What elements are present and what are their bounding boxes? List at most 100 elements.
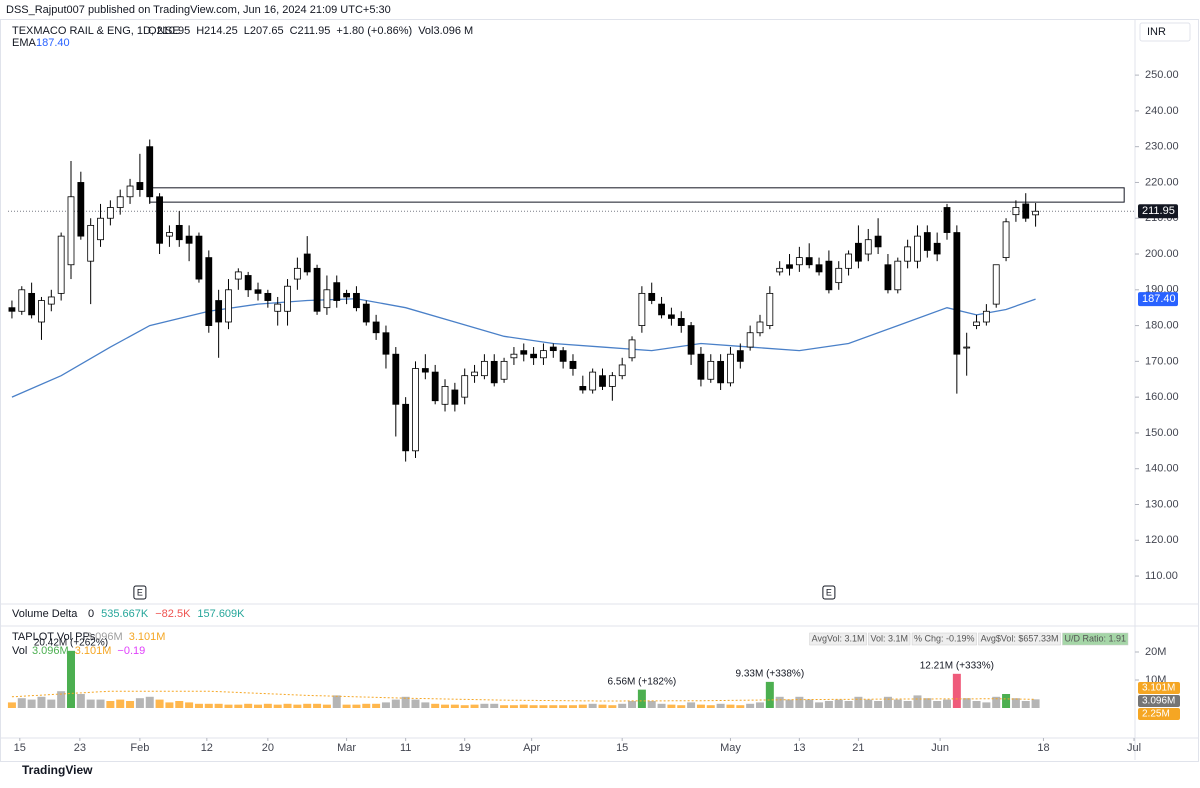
volume-bar xyxy=(765,681,774,708)
currency: INR xyxy=(1147,26,1166,38)
y-tick-label: 170.00 xyxy=(1145,355,1179,367)
legend-value: O210.95 xyxy=(148,25,190,37)
candle-body xyxy=(559,350,567,362)
volume-bar xyxy=(509,705,518,708)
volume-bar xyxy=(76,694,85,708)
ema-tag-bg xyxy=(1138,292,1178,307)
volume-bar xyxy=(805,699,814,708)
volume-bar xyxy=(824,701,833,708)
candle-body xyxy=(18,289,26,312)
candle-body xyxy=(982,310,990,323)
volume-annotation: 9.33M (+338%) xyxy=(736,669,805,680)
candle-body xyxy=(736,350,744,362)
volume-bar xyxy=(381,702,390,708)
currency-box[interactable] xyxy=(1139,22,1191,42)
candle-body xyxy=(677,318,685,326)
candle-body xyxy=(1022,203,1030,219)
volume-bar xyxy=(450,704,459,708)
candle-body xyxy=(530,353,538,359)
volume-bar xyxy=(903,701,912,708)
volume-bar xyxy=(618,703,627,708)
volume-bar xyxy=(116,699,125,708)
volume-bar xyxy=(352,704,361,708)
candle-body xyxy=(8,307,16,312)
candle-body xyxy=(874,235,882,248)
volume-bar xyxy=(716,703,725,708)
y-tick-label: 140.00 xyxy=(1145,463,1179,475)
symbol: TEXMACO RAIL & ENG, 1D, NSE xyxy=(12,25,180,37)
volume-bar xyxy=(283,703,292,708)
candle-body xyxy=(461,375,469,398)
candle-body xyxy=(156,196,163,244)
volume-bar xyxy=(362,703,371,708)
candle-body xyxy=(923,232,931,251)
candle-body xyxy=(106,207,114,219)
volume-tag-bg xyxy=(1138,708,1180,720)
publisher: DSS_Rajput007 published on TradingView.c… xyxy=(6,4,391,16)
volume-bar xyxy=(322,704,331,708)
last-price-tag-bg xyxy=(1138,204,1178,219)
volume-tag: 3.101M xyxy=(1142,683,1175,694)
candle-body xyxy=(175,224,183,241)
volume-bar xyxy=(57,691,66,708)
vol-label: Vol xyxy=(12,645,27,657)
volume-bar xyxy=(568,705,577,708)
candle-body xyxy=(914,235,921,262)
candle-body xyxy=(589,371,597,391)
candle-body xyxy=(668,314,675,319)
taplot-value: 3.096M xyxy=(86,631,123,643)
volume-bar xyxy=(460,705,469,708)
candle-body xyxy=(766,292,774,326)
volume-bar xyxy=(943,699,952,708)
candle-body xyxy=(28,292,36,316)
stat-box xyxy=(809,632,867,646)
volume-bar xyxy=(795,696,804,708)
x-tick-label: 15 xyxy=(14,742,26,754)
candle-body xyxy=(215,300,223,323)
volume-bar xyxy=(500,705,509,708)
candle-body xyxy=(195,235,203,280)
taplot-value: 3.101M xyxy=(129,631,166,643)
volume-bar xyxy=(480,703,489,708)
volume-bar xyxy=(549,705,558,708)
x-tick-label: May xyxy=(720,742,741,754)
volume-bar xyxy=(982,702,991,708)
volume-bar xyxy=(933,701,942,708)
candle-body xyxy=(973,321,980,326)
candle-body xyxy=(756,321,764,334)
x-tick-label: Apr xyxy=(523,742,540,754)
event-label: E xyxy=(137,587,143,597)
y-tick-label: 200.00 xyxy=(1145,248,1179,260)
candle-body xyxy=(490,360,498,384)
candle-body xyxy=(569,360,577,369)
candle-body xyxy=(441,386,449,405)
candle-body xyxy=(67,196,75,266)
volume-bar xyxy=(529,705,538,708)
volume-delta-value: −82.5K xyxy=(155,608,191,620)
candle-body xyxy=(284,285,291,312)
stat-label: % Chg: -0.19% xyxy=(914,633,975,643)
candle-body xyxy=(353,292,360,309)
candle-body xyxy=(234,271,242,280)
volume-bar xyxy=(992,696,1001,708)
volume-bar xyxy=(588,703,597,708)
volume-bar xyxy=(696,704,705,708)
x-tick-label: Jul xyxy=(1127,742,1141,754)
candle-body xyxy=(786,264,793,269)
candle-body xyxy=(904,246,912,262)
candle-body xyxy=(864,239,872,255)
stat-box xyxy=(911,632,977,646)
volume-bar xyxy=(755,702,764,708)
volume-bar xyxy=(706,705,715,708)
volume-bar xyxy=(342,704,351,708)
ema-name: EMA xyxy=(12,37,37,49)
candle-body xyxy=(323,289,331,309)
x-tick-label: Feb xyxy=(130,742,149,754)
candle-body xyxy=(815,264,823,273)
y-tick-label: 250.00 xyxy=(1145,69,1179,81)
candle-body xyxy=(618,364,626,377)
volume-bar xyxy=(490,703,499,708)
legend-value: C211.95 xyxy=(290,25,331,37)
candle-body xyxy=(510,353,518,359)
candle-body xyxy=(343,292,350,298)
